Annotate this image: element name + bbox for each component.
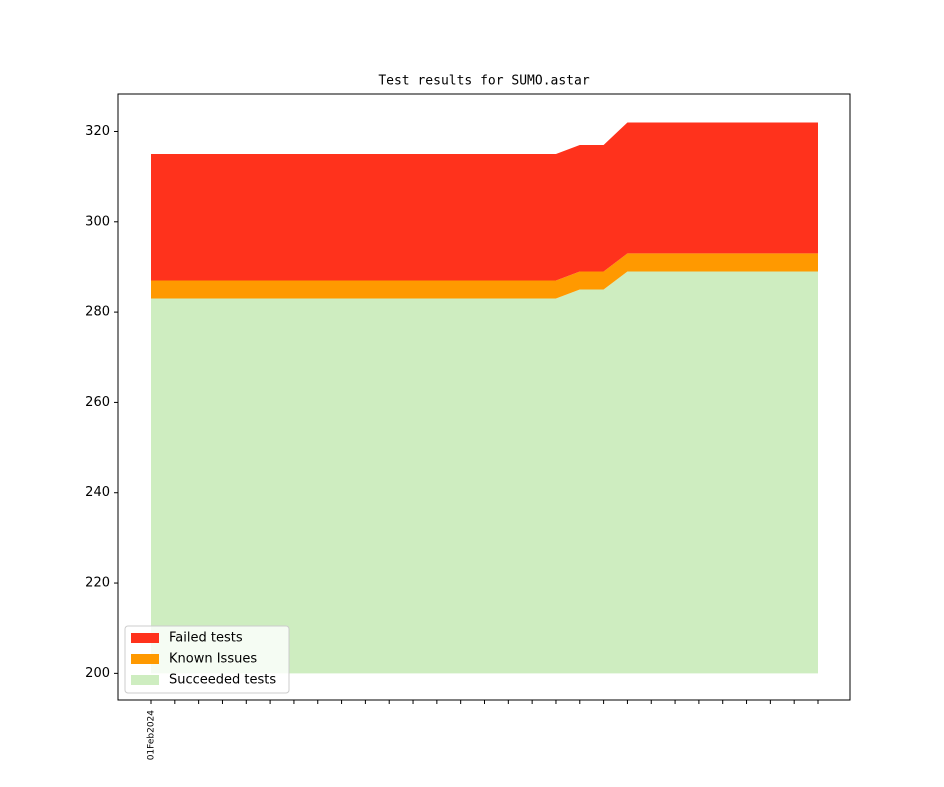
area [151, 122, 818, 281]
legend-swatch [131, 654, 159, 664]
y-tick-label: 280 [85, 305, 110, 320]
y-tick-label: 320 [85, 124, 110, 139]
legend-label: Failed tests [169, 631, 243, 646]
y-tick-label: 300 [85, 214, 110, 229]
legend-swatch [131, 633, 159, 643]
y-tick-label: 220 [85, 576, 110, 591]
area [151, 253, 818, 299]
chart-title: Test results for SUMO.astar [378, 74, 589, 89]
legend-label: Known Issues [169, 652, 257, 667]
y-tick-label: 260 [85, 395, 110, 410]
y-tick-label: 240 [85, 485, 110, 500]
legend-label: Succeeded tests [169, 673, 276, 688]
legend-box [124, 625, 290, 694]
legend-swatch [131, 675, 159, 685]
y-tick-label: 200 [85, 666, 110, 681]
area [151, 271, 818, 674]
legend: Failed tests Known Issues Succeeded tests [124, 625, 290, 694]
x-tick-label: 01Feb2024 [147, 710, 157, 761]
